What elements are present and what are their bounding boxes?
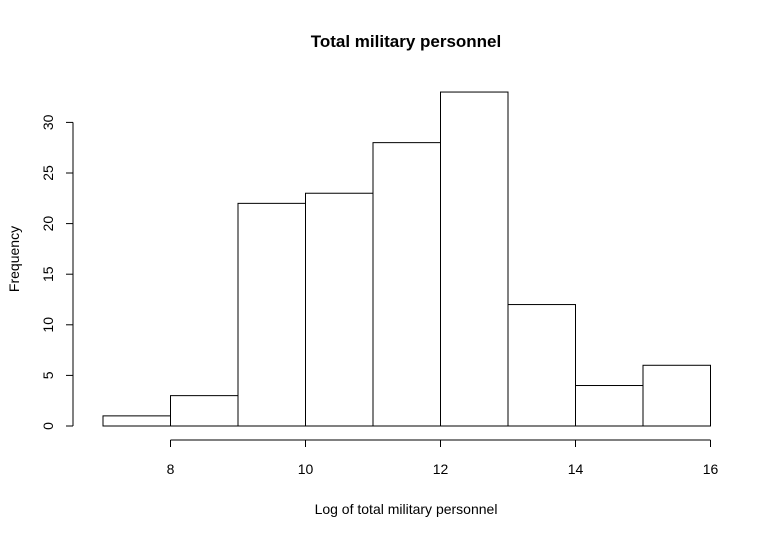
y-tick-label: 15 xyxy=(40,266,56,282)
x-tick-label: 14 xyxy=(568,461,584,477)
x-axis: 8 10 12 14 16 xyxy=(167,439,719,477)
bars-group xyxy=(102,91,711,427)
histogram-bar-13-14 xyxy=(507,304,576,427)
histogram-bar-14-15 xyxy=(575,385,644,427)
chart-title: Total military personnel xyxy=(311,32,502,51)
y-tick-label: 5 xyxy=(40,371,56,379)
x-tick-label: 8 xyxy=(167,461,175,477)
histogram-bar-10-11 xyxy=(305,192,374,427)
histogram-bar-7-8 xyxy=(102,415,171,427)
histogram-bar-15-16 xyxy=(642,364,711,427)
y-axis: 0 5 10 15 20 25 30 xyxy=(40,114,74,430)
histogram-bar-12-13 xyxy=(440,91,509,427)
histogram-bar-9-10 xyxy=(237,202,306,427)
y-tick-label: 0 xyxy=(40,422,56,430)
y-tick-label: 10 xyxy=(40,317,56,333)
x-tick-label: 16 xyxy=(703,461,719,477)
y-axis-label: Frequency xyxy=(6,226,22,292)
x-tick-label: 10 xyxy=(298,461,314,477)
x-axis-label: Log of total military personnel xyxy=(315,501,498,517)
histogram-bar-8-9 xyxy=(170,395,239,427)
x-tick-label: 12 xyxy=(433,461,449,477)
y-tick-label: 20 xyxy=(40,216,56,232)
histogram-bar-11-12 xyxy=(372,142,441,427)
y-tick-label: 30 xyxy=(40,114,56,130)
y-tick-label: 25 xyxy=(40,165,56,181)
